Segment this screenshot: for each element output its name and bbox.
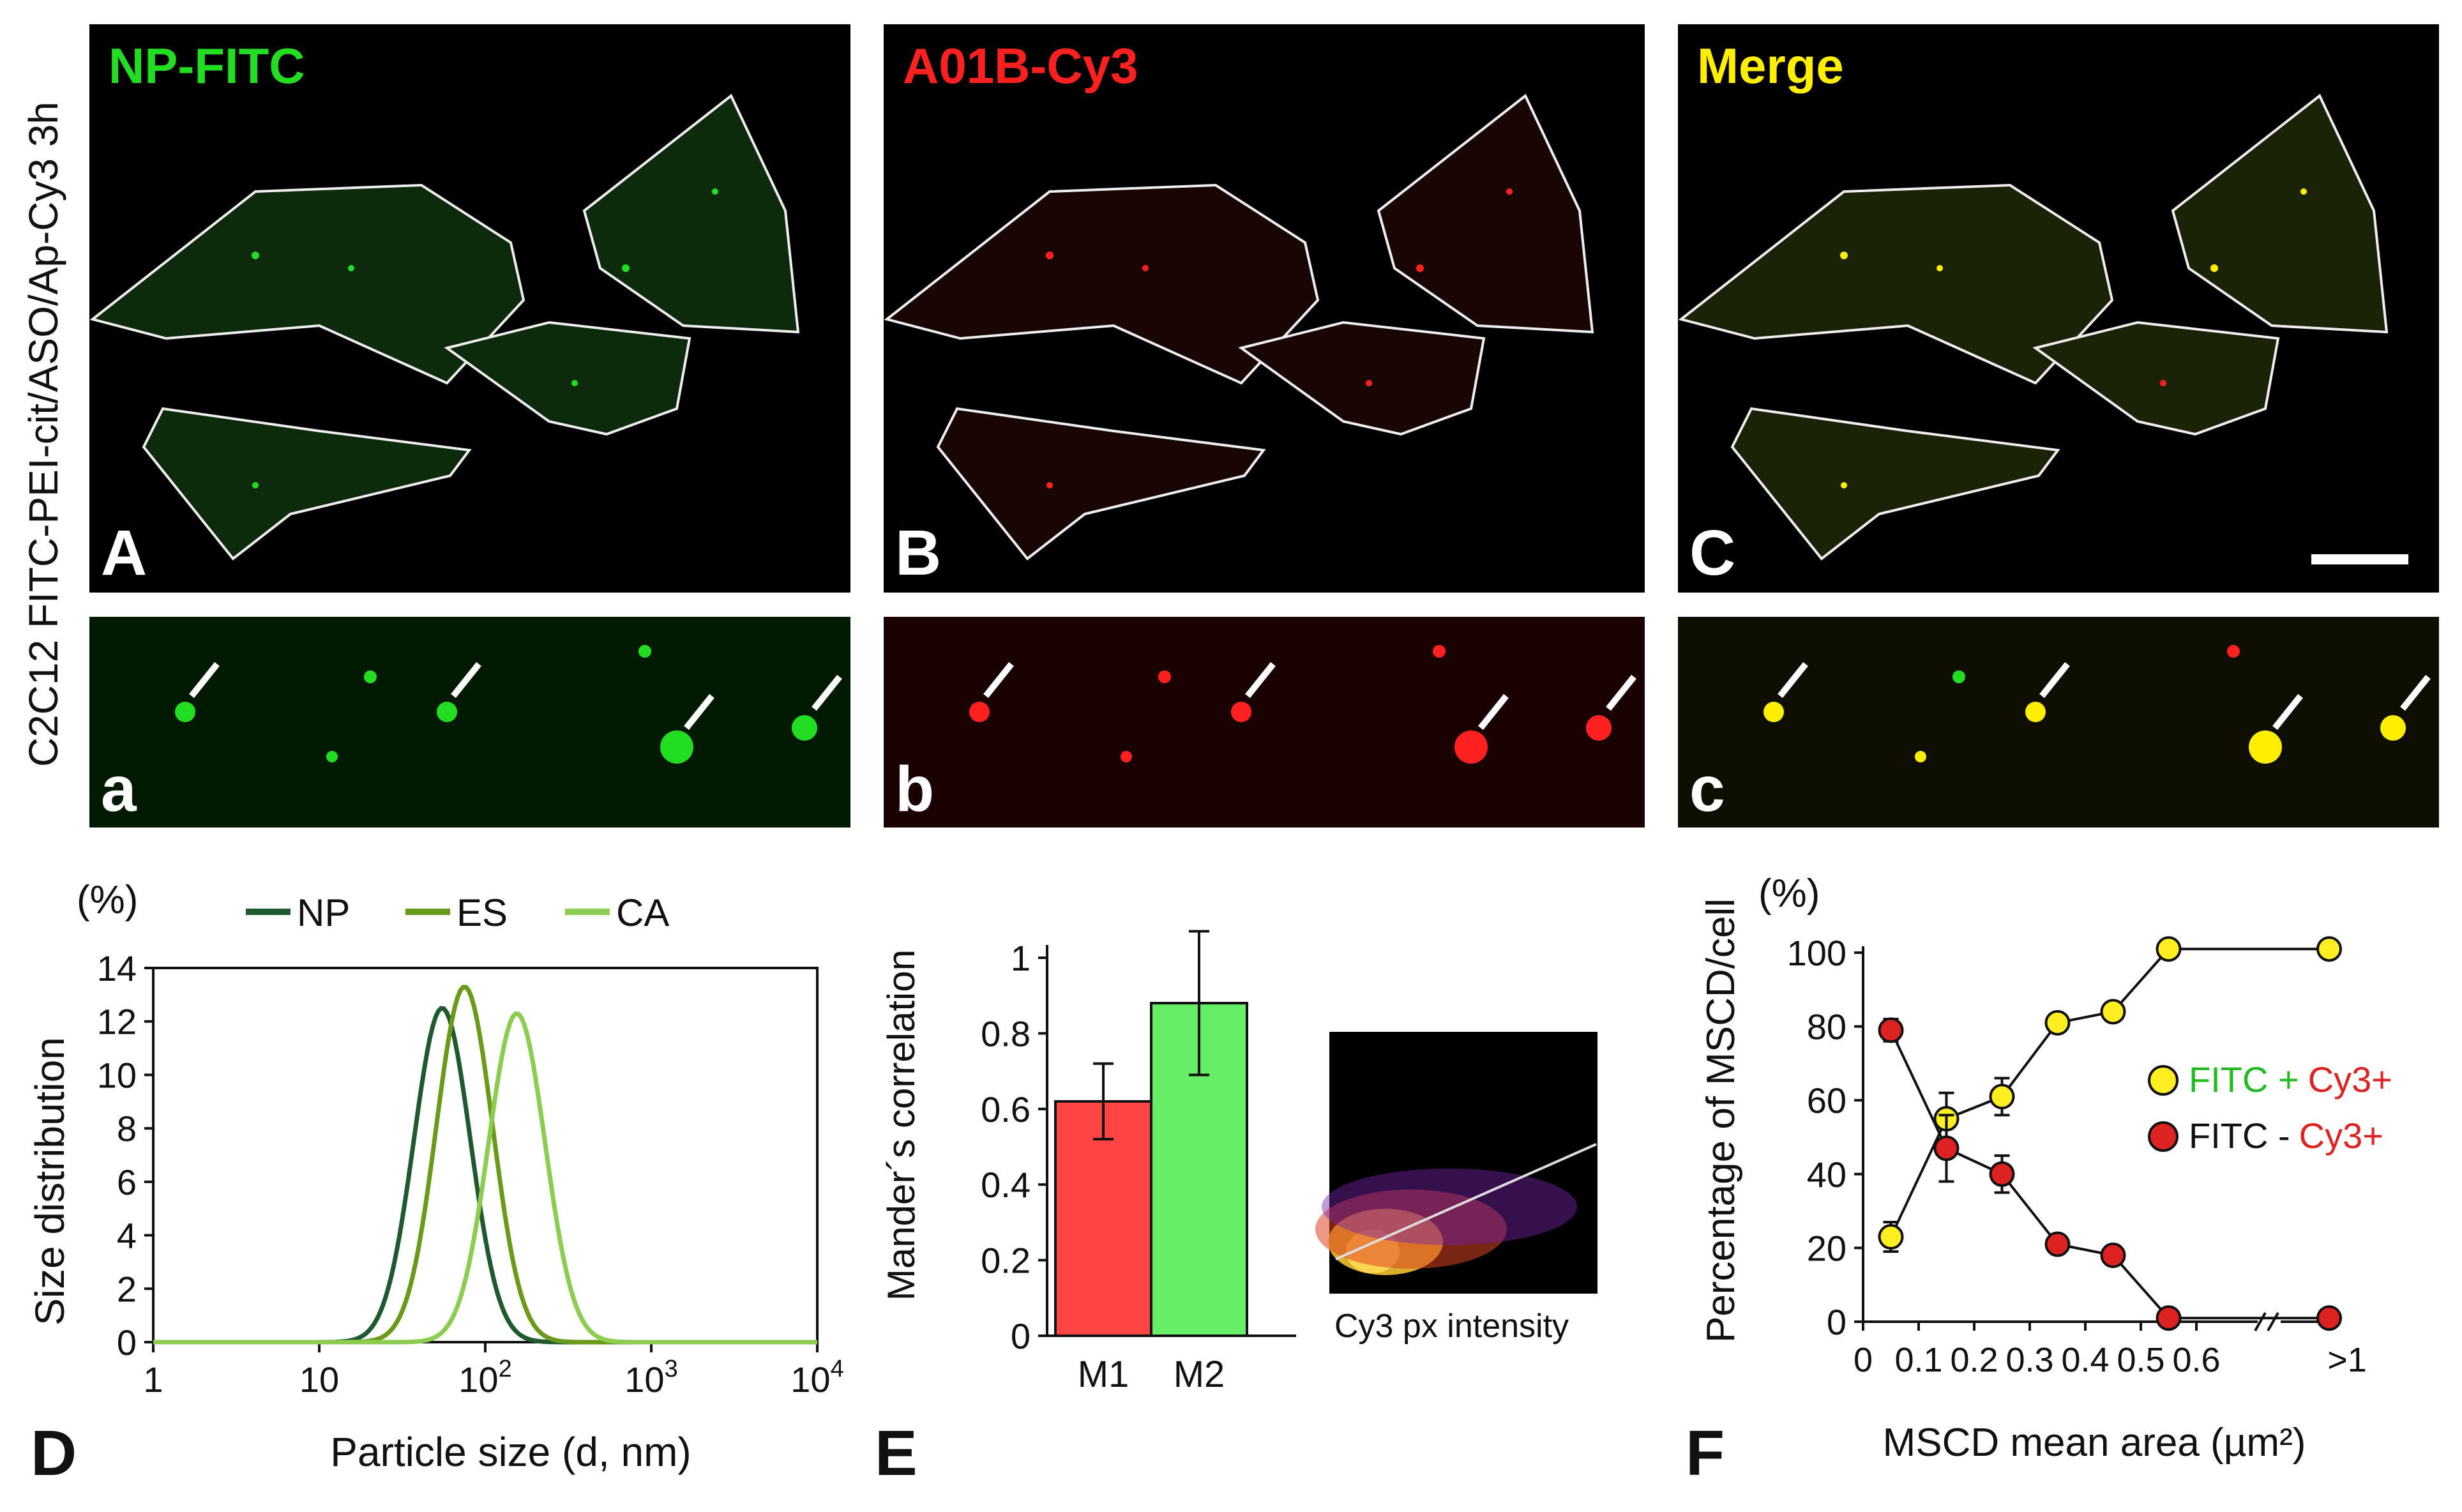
chart-f-point (2100, 999, 2126, 1025)
panel-letter-e: E (875, 1418, 918, 1489)
chart-f-xtick-label: >1 (2327, 1341, 2367, 1379)
chart-f-legend-label: FITC - Cy3+ (2189, 1115, 2383, 1156)
chart-e-ytick-label: 0.2 (981, 1241, 1031, 1281)
chart-d-ytick-label: 6 (117, 1162, 137, 1202)
panel-letter-b-lower: b (895, 753, 934, 825)
chart-f-point (2156, 1305, 2182, 1331)
micrograph-panel-c: Merge C (1678, 24, 2439, 593)
scale-bar (2311, 554, 2408, 564)
chart-f-xtick-label: 0.3 (2005, 1341, 2053, 1379)
panel-letter-c-upper: C (1689, 517, 1735, 589)
chart-f-xlabel: MSCD mean area (µm²) (1883, 1421, 2306, 1465)
chart-e-ytick-label: 0.6 (981, 1089, 1031, 1130)
chart-d-ytick-label: 2 (117, 1269, 137, 1309)
zoom-panel-c: c (1678, 617, 2439, 828)
chart-e-ylabel: Mander´s correlation (880, 949, 923, 1301)
chart-f-xtick-label: 0.4 (2061, 1341, 2109, 1379)
chart-d-xtick-label: 102 (458, 1356, 511, 1400)
panel-letter-a-upper: A (101, 517, 147, 589)
panel-letter-a-lower: a (101, 753, 137, 825)
micrograph-panel-a: NP-FITC A (89, 24, 850, 593)
chart-d-ytick-label: 8 (117, 1108, 137, 1149)
chart-f-xtick-label: 0.1 (1894, 1341, 1942, 1379)
chart-f-point (1989, 1161, 2015, 1187)
chart-f-point (2044, 1231, 2071, 1257)
chart-d-xtick-label: 1 (143, 1359, 163, 1400)
panel-letter-b-upper: B (895, 517, 941, 589)
chart-f-ylabel: Percentage of MSCD/cell (1699, 898, 1743, 1343)
chart-f-ytick-label: 60 (1807, 1080, 1846, 1121)
zoom-panel-b: b (884, 617, 1645, 828)
chart-d-legend-label: NP (297, 891, 350, 934)
chart-d-series-ca (153, 1011, 817, 1345)
zoom-panel-a: a (89, 617, 850, 828)
chart-f-xtick-label: 0 (1854, 1341, 1873, 1379)
chart-f-point (2316, 936, 2342, 962)
chart-f-xtick-label: 0.6 (2172, 1341, 2220, 1379)
chart-f-legend-marker (2148, 1065, 2179, 1096)
chart-f-axis-break (2267, 1312, 2279, 1331)
channel-label-c: Merge (1697, 38, 1844, 94)
chart-f-ytick-label: 100 (1787, 933, 1846, 973)
chart-f-xtick-label: 0.2 (1950, 1341, 1998, 1379)
panel-letter-c-lower: c (1689, 753, 1725, 825)
chart-f-point (1933, 1135, 1960, 1161)
chart-f-xtick-label: 0.5 (2117, 1341, 2164, 1379)
channel-label-b: A01B-Cy3 (903, 38, 1138, 94)
chart-f-axis-break (2254, 1312, 2267, 1331)
chart-f-ytick-label: 40 (1807, 1154, 1846, 1195)
chart-f-mscd: (%) Percentage of MSCD/cell MSCD mean ar… (1699, 872, 2392, 1465)
chart-f-legend-marker (2148, 1121, 2179, 1152)
chart-e-ytick-label: 0.8 (981, 1013, 1031, 1054)
chart-d-ylabel: Size distribution (27, 1037, 73, 1326)
chart-f-point (2156, 936, 2182, 962)
chart-d-ytick-label: 14 (97, 948, 137, 988)
side-label: C2C12 FITC-PEI-cit/ASO/Ap-Cy3 3h (20, 102, 66, 767)
chart-d-legend-label: CA (616, 891, 669, 934)
chart-d-ytick-label: 4 (117, 1216, 137, 1256)
chart-f-point (1989, 1084, 2015, 1110)
chart-d-unit: (%) (77, 878, 138, 922)
chart-f-unit: (%) (1758, 872, 1820, 916)
chart-f-ytick-label: 80 (1807, 1007, 1846, 1047)
chart-d-size-distribution: (%) Size distribution Particle size (d, … (27, 878, 844, 1475)
chart-d-xtick-label: 104 (790, 1356, 843, 1400)
chart-e-ytick-label: 0 (1011, 1316, 1031, 1356)
channel-label-a: NP-FITC (109, 38, 305, 94)
micrograph-panel-b: A01B-Cy3 B (884, 24, 1645, 593)
chart-d-xtick-label: 103 (624, 1356, 677, 1400)
chart-d-ytick-label: 0 (117, 1322, 137, 1363)
chart-f-legend-label: FITC + Cy3+ (2189, 1059, 2392, 1100)
chart-f-point (1878, 1224, 1904, 1250)
chart-e-ytick-label: 1 (1011, 938, 1031, 978)
panel-letter-f: F (1686, 1418, 1725, 1489)
chart-e-manders: Mander´s correlation Cy3 px intensity 0 0… (880, 930, 1597, 1395)
chart-f-point (2100, 1242, 2126, 1268)
chart-f-point (1878, 1017, 1904, 1043)
chart-f-point (2044, 1009, 2071, 1036)
chart-e-xtick-label: M1 (1078, 1354, 1129, 1395)
chart-d-xlabel: Particle size (d, nm) (330, 1429, 691, 1475)
chart-d-legend-label: ES (457, 891, 508, 934)
chart-d-ytick-label: 12 (97, 1002, 137, 1042)
chart-e-xtick-label: M2 (1174, 1354, 1225, 1395)
inset-label: Cy3 px intensity (1334, 1308, 1569, 1345)
chart-f-point (2316, 1305, 2342, 1331)
chart-d-ytick-label: 10 (97, 1055, 137, 1095)
panel-letter-d: D (31, 1418, 77, 1489)
chart-e-ytick-label: 0.4 (981, 1165, 1031, 1205)
chart-f-ytick-label: 0 (1827, 1302, 1846, 1342)
chart-f-ytick-label: 20 (1807, 1228, 1846, 1268)
chart-d-xtick-label: 10 (299, 1359, 339, 1400)
